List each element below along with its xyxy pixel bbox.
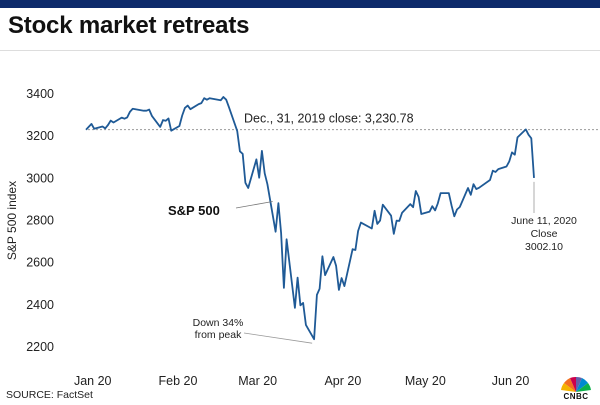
chart-headline: Stock market retreats — [8, 12, 250, 39]
header-divider — [0, 50, 600, 51]
x-tick-label: May 20 — [405, 374, 446, 388]
last-close-annotation-line: 3002.10 — [525, 241, 563, 253]
y-tick-label: 2800 — [26, 214, 54, 228]
cnbc-wordmark: CNBC — [563, 392, 589, 401]
peacock-logo-icon — [561, 376, 591, 392]
y-tick-label: 3200 — [26, 129, 54, 143]
x-tick-label: Jan 20 — [74, 374, 112, 388]
series-label-leader — [235, 201, 273, 209]
y-tick-label: 2600 — [26, 256, 54, 270]
trough-annotation-line: from peak — [195, 329, 242, 341]
annotations-group: S&P 500 Down 34%from peak June 11, 2020Clo… — [168, 181, 577, 344]
trough-annotation-leader — [243, 332, 313, 344]
series-label: S&P 500 — [168, 203, 220, 218]
series-group — [85, 96, 535, 341]
y-tick-label: 3000 — [26, 171, 54, 185]
y-axis: 2200 2400 2600 2800 3000 3200 3400 S&P 500 inde… — [5, 87, 54, 354]
top-brand-bar — [0, 0, 600, 8]
x-tick-label: Feb 20 — [158, 374, 197, 388]
reference-line-label: Dec., 31, 2019 close: 3,230.78 — [244, 112, 414, 126]
last-close-annotation-line: Close — [531, 228, 558, 240]
y-tick-label: 3400 — [26, 87, 54, 101]
x-tick-label: Mar 20 — [238, 374, 277, 388]
last-close-annotation-line: June 11, 2020 — [511, 215, 577, 227]
y-tick-label: 2400 — [26, 298, 54, 312]
x-axis: Jan 20 Feb 20 Mar 20 Apr 20 May 20 Jun 20 — [74, 374, 529, 388]
x-tick-label: Jun 20 — [492, 374, 530, 388]
source-note: SOURCE: FactSet — [6, 389, 93, 401]
y-tick-label: 2200 — [26, 340, 54, 354]
x-tick-label: Apr 20 — [324, 374, 361, 388]
series-line-sp500 — [85, 96, 535, 341]
y-axis-label: S&P 500 index — [5, 181, 19, 260]
trough-annotation-line: Down 34% — [193, 317, 244, 329]
